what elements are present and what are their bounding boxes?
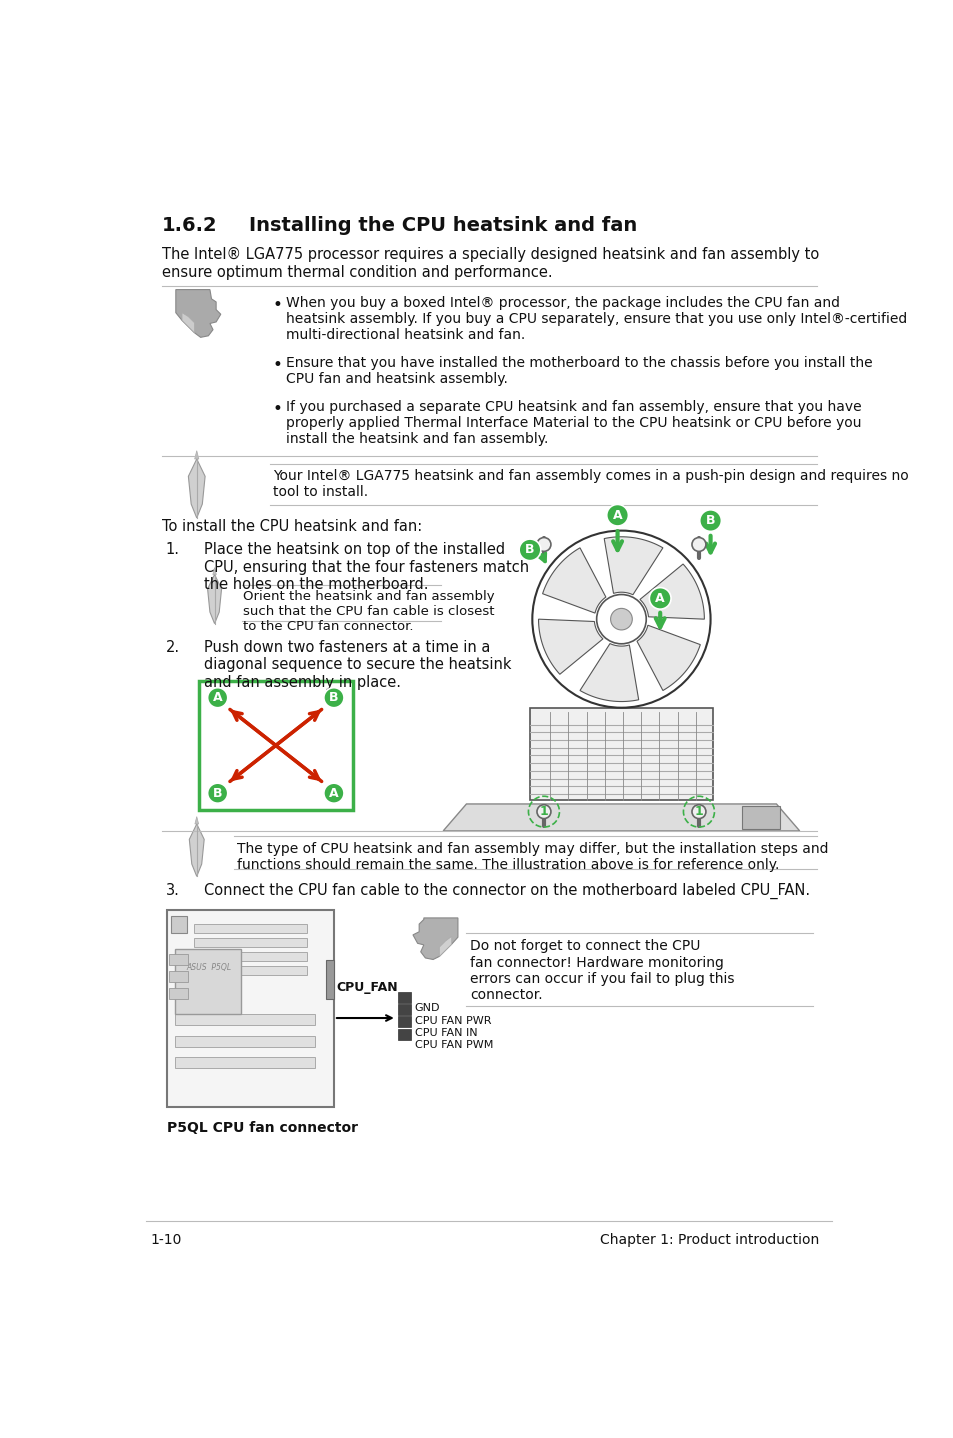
Text: 2.: 2. — [166, 640, 180, 654]
Circle shape — [691, 538, 705, 551]
Text: P5QL CPU fan connector: P5QL CPU fan connector — [167, 1122, 358, 1135]
Text: •: • — [273, 355, 282, 374]
Polygon shape — [208, 575, 221, 624]
Circle shape — [606, 505, 628, 526]
Text: The Intel® LGA775 processor requires a specially designed heatsink and fan assem: The Intel® LGA775 processor requires a s… — [162, 247, 819, 279]
Bar — [174, 1014, 314, 1025]
Text: A: A — [655, 592, 664, 605]
Circle shape — [208, 784, 228, 804]
Text: A: A — [213, 692, 222, 705]
Bar — [194, 925, 307, 933]
Bar — [397, 1028, 410, 1040]
Text: CPU FAN IN: CPU FAN IN — [415, 1028, 476, 1038]
Text: 1.: 1. — [166, 542, 179, 557]
Bar — [169, 988, 188, 999]
Bar — [171, 916, 187, 933]
Polygon shape — [194, 450, 198, 459]
Text: •: • — [273, 400, 282, 417]
Bar — [169, 953, 188, 965]
Text: If you purchased a separate CPU heatsink and fan assembly, ensure that you have
: If you purchased a separate CPU heatsink… — [286, 400, 861, 446]
Bar — [194, 952, 307, 961]
Bar — [397, 1004, 410, 1015]
Text: Push down two fasteners at a time in a
diagonal sequence to secure the heatsink
: Push down two fasteners at a time in a d… — [204, 640, 512, 690]
Bar — [199, 680, 353, 810]
Text: Do not forget to connect the CPU
fan connector! Hardware monitoring
errors can o: Do not forget to connect the CPU fan con… — [470, 939, 734, 1002]
Text: 3.: 3. — [166, 883, 179, 897]
Circle shape — [649, 588, 670, 610]
Bar — [740, 807, 780, 830]
Text: A: A — [612, 509, 621, 522]
Bar — [174, 1035, 314, 1047]
Polygon shape — [413, 917, 457, 959]
Text: 1.6.2: 1.6.2 — [162, 217, 217, 236]
Bar — [530, 707, 712, 800]
Circle shape — [610, 608, 632, 630]
Bar — [174, 949, 241, 1014]
Text: Place the heatsink on top of the installed
CPU, ensuring that the four fasteners: Place the heatsink on top of the install… — [204, 542, 529, 592]
Text: Connect the CPU fan cable to the connector on the motherboard labeled CPU_FAN.: Connect the CPU fan cable to the connect… — [204, 883, 810, 899]
Circle shape — [537, 805, 550, 818]
Polygon shape — [188, 459, 205, 518]
Text: To install the CPU heatsink and fan:: To install the CPU heatsink and fan: — [162, 519, 421, 533]
Polygon shape — [639, 564, 703, 620]
Circle shape — [691, 805, 705, 818]
Polygon shape — [182, 312, 194, 332]
Text: GND: GND — [415, 1004, 439, 1014]
Polygon shape — [439, 936, 452, 956]
Polygon shape — [542, 548, 605, 613]
Text: Ensure that you have installed the motherboard to the chassis before you install: Ensure that you have installed the mothe… — [286, 355, 872, 385]
Bar — [326, 961, 334, 999]
Polygon shape — [213, 568, 216, 575]
Circle shape — [537, 538, 550, 551]
Polygon shape — [189, 824, 204, 876]
Bar — [194, 938, 307, 948]
Text: The type of CPU heatsink and fan assembly may differ, but the installation steps: The type of CPU heatsink and fan assembl… — [236, 841, 828, 871]
Polygon shape — [175, 289, 220, 338]
Text: Chapter 1: Product introduction: Chapter 1: Product introduction — [599, 1232, 818, 1247]
Text: B: B — [213, 787, 222, 800]
Text: CPU FAN PWM: CPU FAN PWM — [415, 1040, 493, 1050]
Circle shape — [208, 687, 228, 707]
Text: CPU FAN PWR: CPU FAN PWR — [415, 1015, 491, 1025]
Circle shape — [596, 594, 645, 644]
Text: 1: 1 — [539, 805, 548, 818]
Text: When you buy a boxed Intel® processor, the package includes the CPU fan and
heat: When you buy a boxed Intel® processor, t… — [286, 296, 906, 342]
Circle shape — [323, 687, 344, 707]
Bar — [194, 966, 307, 975]
Text: •: • — [273, 296, 282, 313]
Polygon shape — [579, 644, 638, 702]
Circle shape — [699, 510, 720, 532]
Text: CPU_FAN: CPU_FAN — [335, 981, 397, 994]
Text: 1-10: 1-10 — [150, 1232, 181, 1247]
Polygon shape — [443, 804, 799, 831]
Polygon shape — [537, 620, 602, 674]
Polygon shape — [603, 536, 662, 595]
Text: Orient the heatsink and fan assembly
such that the CPU fan cable is closest
to t: Orient the heatsink and fan assembly suc… — [243, 590, 495, 633]
Bar — [397, 992, 410, 1002]
Text: A: A — [329, 787, 338, 800]
Text: Your Intel® LGA775 heatsink and fan assembly comes in a push-pin design and requ: Your Intel® LGA775 heatsink and fan asse… — [273, 469, 907, 499]
Bar — [169, 971, 188, 982]
Text: B: B — [525, 544, 535, 557]
Circle shape — [518, 539, 540, 561]
Polygon shape — [637, 626, 700, 690]
Text: 1: 1 — [694, 805, 702, 818]
Polygon shape — [194, 817, 198, 824]
Circle shape — [323, 784, 344, 804]
Bar — [397, 1017, 410, 1027]
Text: B: B — [705, 515, 715, 528]
Text: Installing the CPU heatsink and fan: Installing the CPU heatsink and fan — [249, 217, 637, 236]
Text: B: B — [329, 692, 338, 705]
Text: ASUS  P5QL: ASUS P5QL — [187, 963, 232, 972]
Bar — [167, 910, 334, 1107]
Bar — [174, 1057, 314, 1068]
